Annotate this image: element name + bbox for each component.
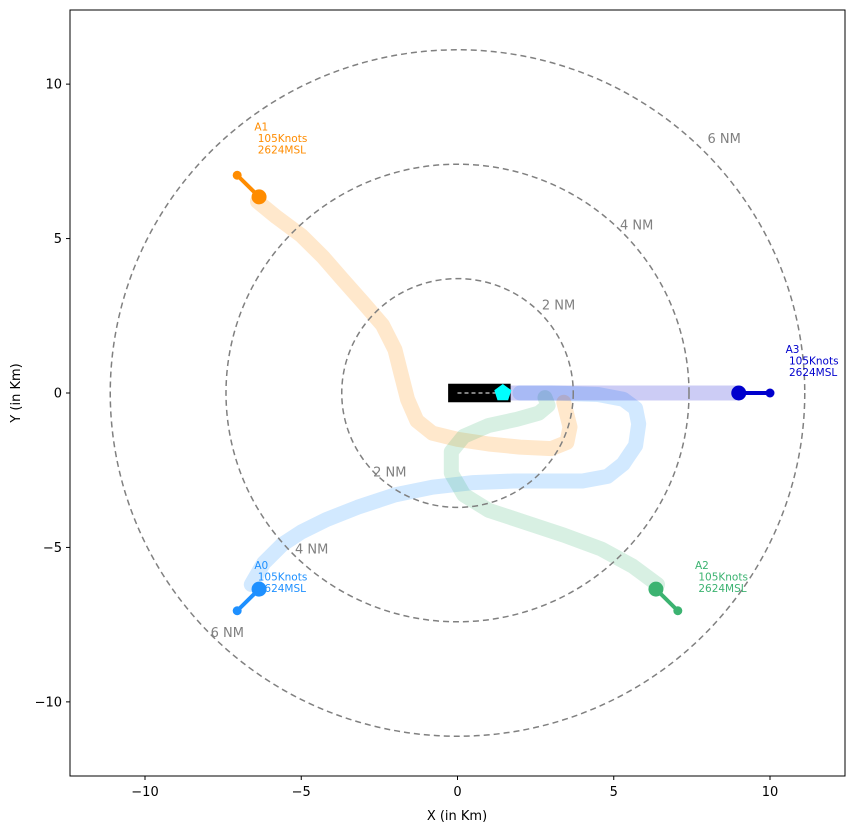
- heading-tip-a2: [673, 606, 683, 616]
- y-tick-label: −5: [43, 541, 62, 556]
- y-axis-label: Y (in Km): [9, 363, 24, 423]
- trajectory-a2: [443, 390, 665, 592]
- aircraft-label-line: 105Knots: [254, 133, 307, 145]
- range-ring-label: 2 NM: [542, 299, 575, 314]
- x-tick-label: 10: [762, 785, 779, 800]
- range-ring-label: 4 NM: [295, 543, 328, 558]
- range-ring-layer: [109, 49, 806, 737]
- range-ring-label: 6 NM: [708, 132, 741, 147]
- aircraft-label-line: A3: [786, 344, 800, 356]
- aircraft-label-a3: A3 105Knots 2624MSL: [786, 344, 839, 379]
- aircraft-marker-a2: [648, 581, 664, 597]
- axes-frame: [69, 9, 846, 777]
- aircraft-marker-a0: [251, 581, 267, 597]
- aircraft-label-line: 2624MSL: [254, 144, 306, 156]
- aircraft-label-line: A0: [254, 560, 268, 572]
- runway-layer: [448, 383, 512, 403]
- trajectory-a0: [243, 385, 647, 592]
- aircraft-label-a2: A2 105Knots 2624MSL: [695, 560, 748, 595]
- aircraft-label-line: 2624MSL: [695, 583, 747, 595]
- x-tick-label: −5: [292, 785, 311, 800]
- aircraft-label-line: A2: [695, 560, 709, 572]
- airport-marker: [494, 384, 512, 401]
- aircraft-marker-a1: [251, 189, 267, 205]
- aircraft-label-line: 105Knots: [254, 572, 307, 584]
- range-ring-2: [225, 163, 690, 623]
- heading-tip-a3: [765, 388, 775, 398]
- aircraft-label-line: A1: [254, 121, 268, 133]
- y-tick-label: 5: [54, 232, 62, 247]
- aircraft-label-line: 105Knots: [695, 572, 748, 584]
- y-tick-label: −10: [35, 695, 62, 710]
- trajectory-layer: [243, 194, 744, 592]
- x-tick-label: 0: [453, 785, 461, 800]
- axis-ticks: −10 −5 0 5 10 −10 −5 0 5 10: [35, 78, 779, 800]
- aircraft-label-line: 2624MSL: [254, 583, 306, 595]
- range-ring-label: 6 NM: [211, 626, 244, 641]
- x-tick-label: 5: [610, 785, 618, 800]
- heading-tip-a1: [232, 170, 242, 180]
- aircraft-label-a1: A1 105Knots 2624MSL: [254, 121, 307, 156]
- x-tick-label: −10: [131, 785, 158, 800]
- range-ring-1: [341, 277, 574, 509]
- trajectory-a1: [250, 194, 578, 457]
- ring-label-layer: 2 NM 2 NM 4 NM 4 NM 6 NM 6 NM: [211, 132, 741, 641]
- range-ring-label: 2 NM: [373, 465, 406, 480]
- heading-tip-a0: [232, 606, 242, 616]
- y-tick-label: 0: [54, 387, 62, 402]
- aircraft-label-line: 2624MSL: [786, 367, 838, 379]
- range-ring-3: [109, 49, 806, 737]
- aircraft-marker-a3: [731, 385, 747, 401]
- x-axis-label: X (in Km): [427, 809, 487, 824]
- range-ring-label: 4 NM: [620, 218, 653, 233]
- y-tick-label: 10: [45, 78, 62, 93]
- aircraft-label-a0: A0 105Knots 2624MSL: [254, 560, 307, 595]
- aircraft-label-line: 105Knots: [786, 355, 839, 367]
